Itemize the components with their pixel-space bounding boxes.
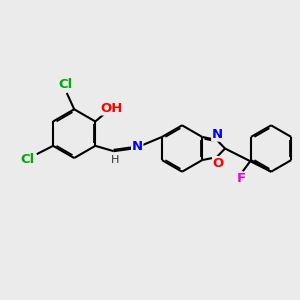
Text: H: H bbox=[111, 155, 119, 165]
Text: O: O bbox=[213, 157, 224, 169]
Text: F: F bbox=[237, 172, 246, 185]
Text: N: N bbox=[132, 140, 143, 153]
Text: Cl: Cl bbox=[20, 153, 34, 166]
Text: N: N bbox=[212, 128, 223, 141]
Text: Cl: Cl bbox=[58, 77, 72, 91]
Text: OH: OH bbox=[101, 102, 123, 115]
